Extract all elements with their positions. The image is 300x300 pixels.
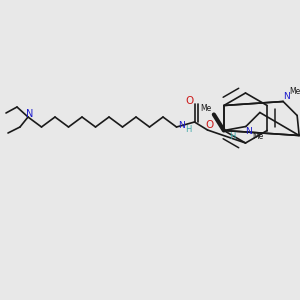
Text: H: H <box>185 125 192 134</box>
Text: H: H <box>229 132 235 141</box>
Text: O: O <box>185 96 194 106</box>
Text: O: O <box>206 120 214 130</box>
Text: N: N <box>245 127 252 136</box>
Text: N: N <box>283 92 290 101</box>
Text: Me: Me <box>290 87 300 96</box>
Text: N: N <box>26 109 34 119</box>
Text: N: N <box>178 122 185 130</box>
Text: Me: Me <box>252 132 263 141</box>
Text: Me: Me <box>200 104 212 113</box>
